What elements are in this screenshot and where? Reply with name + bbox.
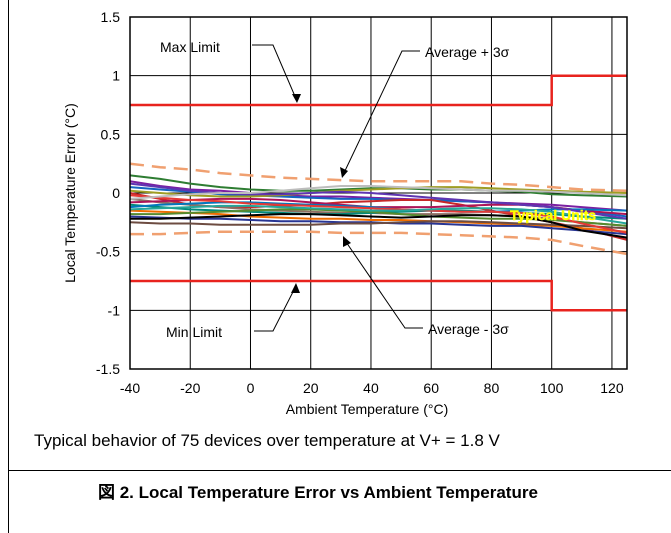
chart: -40 -20 0 20 40 60 80 100 120 1.5 1 0.5 0 -0.5 -1 -1.5… <box>62 9 628 417</box>
y-tick-label: 0.5 <box>101 126 121 142</box>
series-lines <box>129 174 628 241</box>
series-line <box>129 194 628 234</box>
y-axis-title: Local Temperature Error (°C) <box>62 103 78 283</box>
max-limit-label: Max Limit <box>160 39 220 55</box>
max-limit-arrowhead <box>292 94 301 103</box>
x-tick-labels: -40 -20 0 20 40 60 80 100 120 <box>120 380 624 396</box>
series-line <box>129 182 628 220</box>
average-plus-label: Average + 3σ <box>425 44 510 60</box>
average-plus-arrowhead <box>340 167 348 178</box>
frame-border-left <box>8 0 9 533</box>
series-line <box>129 180 628 212</box>
figure-caption: 図 2. Local Temperature Error vs Ambient … <box>98 483 538 502</box>
series-line <box>129 186 628 198</box>
y-tick-label: 1.5 <box>101 9 121 25</box>
caption-note: Typical behavior of 75 devices over temp… <box>34 431 500 450</box>
y-tick-labels: 1.5 1 0.5 0 -0.5 -1 -1.5 <box>96 9 120 377</box>
series-line <box>129 204 628 225</box>
average-minus-label: Average - 3σ <box>428 321 509 337</box>
sigma-bands <box>129 162 628 256</box>
x-tick-label: 80 <box>484 380 500 396</box>
y-tick-label: 1 <box>112 68 120 84</box>
y-tick-label: -1 <box>108 302 121 318</box>
y-tick-label: -0.5 <box>96 244 120 260</box>
min-limit-line <box>130 279 627 312</box>
x-tick-label: 40 <box>363 380 379 396</box>
y-tick-label: 0 <box>112 185 120 201</box>
max-limit-arrow <box>252 44 298 102</box>
x-tick-label: 0 <box>247 380 255 396</box>
series-line <box>129 215 628 236</box>
x-axis-title: Ambient Temperature (°C) <box>286 401 449 417</box>
min-limit-label: Min Limit <box>166 324 222 340</box>
x-tick-label: -20 <box>180 380 200 396</box>
sigma-band-minus <box>130 230 628 256</box>
x-tick-label: -40 <box>120 380 140 396</box>
max-limit-line <box>130 74 627 107</box>
x-tick-label: 120 <box>600 380 624 396</box>
min-limit-arrowhead <box>291 283 300 293</box>
x-tick-label: 100 <box>540 380 564 396</box>
typical-units-label: Typical Units <box>510 207 596 223</box>
x-tick-label: 60 <box>423 380 439 396</box>
min-limit-arrow <box>254 285 297 332</box>
x-tick-label: 20 <box>303 380 319 396</box>
y-tick-label: -1.5 <box>96 361 120 377</box>
series-line <box>129 209 628 233</box>
series-line <box>129 185 628 200</box>
sigma-band-plus <box>129 162 628 192</box>
average-minus-arrow <box>343 238 423 329</box>
series-line <box>129 220 628 230</box>
average-minus-arrowhead <box>343 236 351 247</box>
plot-border <box>129 16 628 370</box>
average-plus-arrow <box>342 50 420 176</box>
series-line <box>129 174 628 198</box>
series-line <box>130 213 628 239</box>
frame-border-bottom <box>8 470 671 471</box>
limit-lines <box>130 74 627 312</box>
